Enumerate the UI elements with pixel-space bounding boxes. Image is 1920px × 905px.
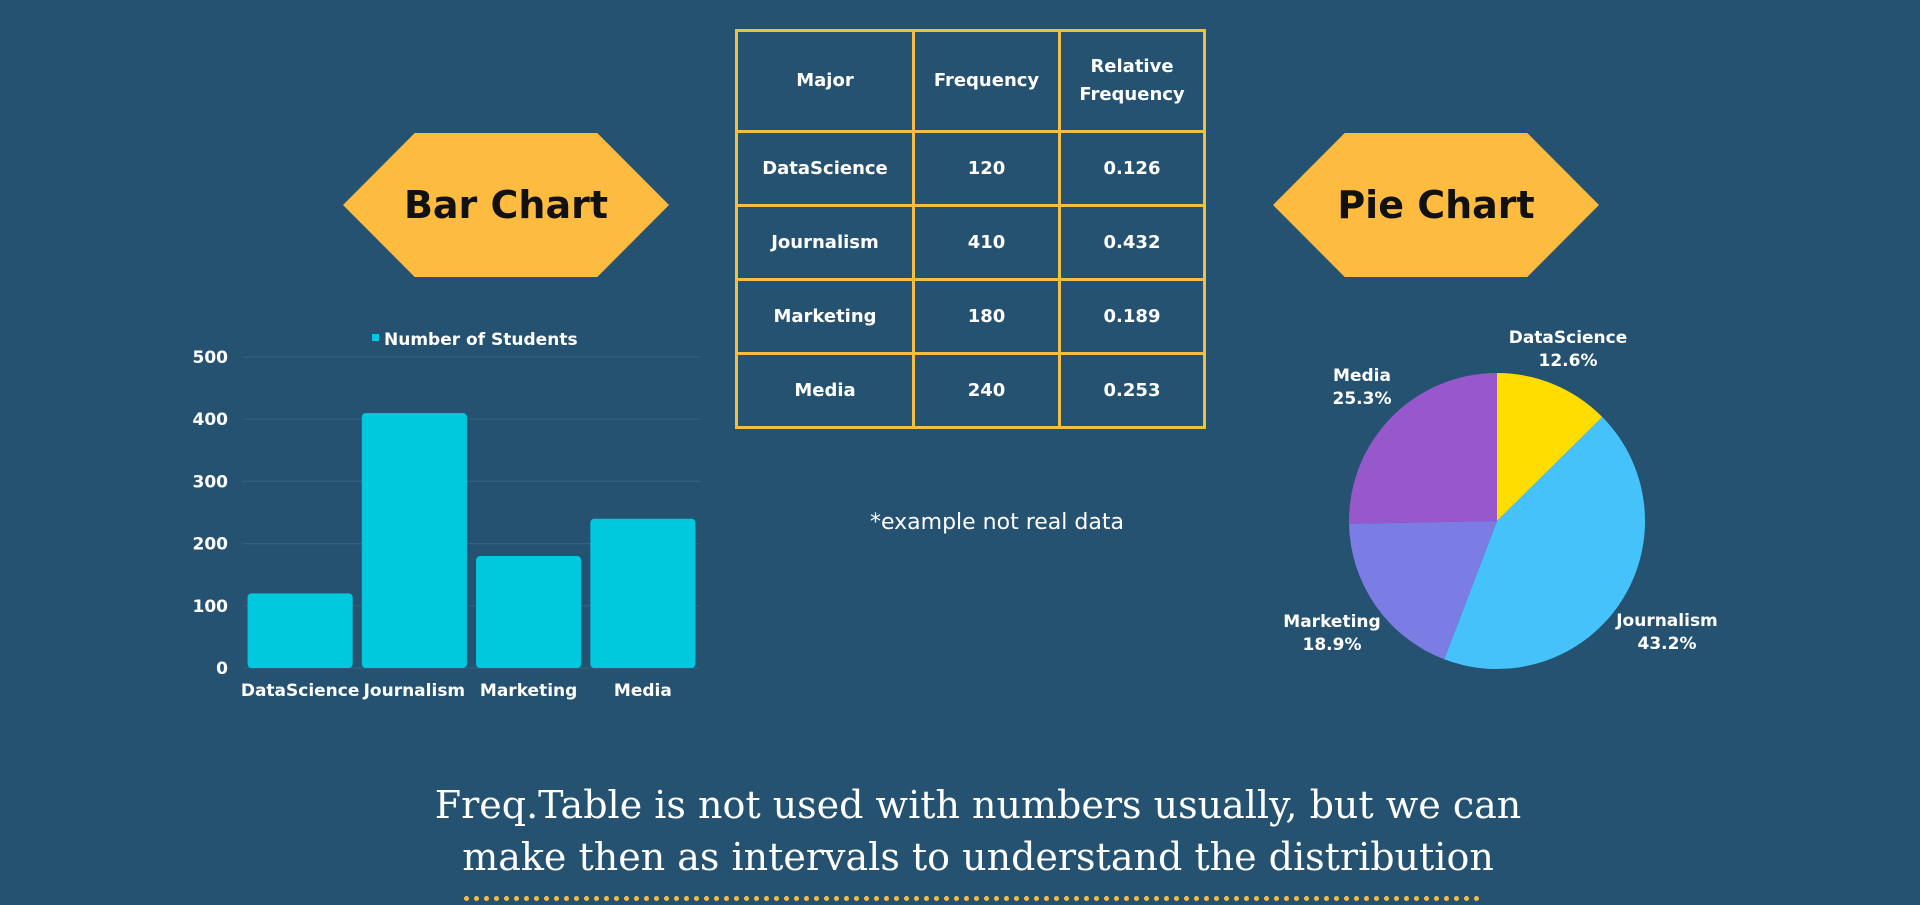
bar-chart-badge: Bar Chart: [343, 133, 669, 277]
cell-major: Marketing: [735, 278, 915, 355]
bar-legend-label: Number of Students: [384, 330, 578, 350]
bar-y-tick-label: 300: [193, 472, 229, 492]
dotted-divider: [464, 896, 1480, 901]
bar-media: [590, 518, 696, 668]
cell-major: Journalism: [735, 204, 915, 281]
bar-chart-badge-label: Bar Chart: [403, 183, 609, 227]
bar-x-tick-label: Marketing: [480, 681, 577, 701]
bar-marketing: [476, 556, 582, 668]
header-major: Major: [735, 29, 915, 133]
pie-label-percent: 12.6%: [1539, 351, 1598, 371]
bar-y-tick-label: 0: [216, 659, 228, 679]
pie-slice-media: [1349, 373, 1497, 524]
caption: Freq.Table is not used with numbers usua…: [420, 779, 1536, 883]
bar-y-tick-label: 200: [193, 535, 229, 555]
pie-slice-marketing: [1349, 521, 1497, 660]
pie-chart-badge: Pie Chart: [1273, 133, 1599, 277]
pie-label-name: Marketing: [1283, 612, 1380, 632]
cell-frequency: 410: [912, 204, 1061, 281]
pie-label-name: DataScience: [1509, 328, 1628, 348]
cell-frequency: 120: [912, 130, 1061, 207]
pie-label-percent: 43.2%: [1638, 634, 1697, 654]
bar-y-tick-label: 100: [193, 597, 229, 617]
cell-relative-frequency: 0.126: [1058, 130, 1206, 207]
pie-label-percent: 25.3%: [1333, 389, 1392, 409]
pie-slice-datascience: [1497, 373, 1603, 521]
table-row: Journalism 410 0.432: [735, 204, 1206, 281]
bar-legend-swatch: [372, 334, 379, 341]
pie-label-name: Journalism: [1615, 611, 1718, 631]
bar-journalism: [361, 412, 467, 668]
bar-y-tick-label: 400: [193, 410, 229, 430]
pie-label-name: Media: [1333, 366, 1391, 386]
cell-major: DataScience: [735, 130, 915, 207]
pie-chart-badge-label: Pie Chart: [1337, 183, 1535, 227]
header-relative-frequency-label: Relative Frequency: [1079, 56, 1185, 105]
caption-line-2: make then as intervals to understand the…: [462, 835, 1494, 879]
cell-relative-frequency: 0.189: [1058, 278, 1206, 355]
cell-major: Media: [735, 352, 915, 429]
example-note: *example not real data: [870, 510, 1124, 535]
cell-frequency: 180: [912, 278, 1061, 355]
bar-x-tick-label: Media: [614, 681, 672, 701]
cell-frequency: 240: [912, 352, 1061, 429]
table-row: DataScience 120 0.126: [735, 130, 1206, 207]
table-row: Marketing 180 0.189: [735, 278, 1206, 355]
bar-y-tick-label: 500: [193, 348, 229, 368]
cell-relative-frequency: 0.432: [1058, 204, 1206, 281]
table-row: Media 240 0.253: [735, 352, 1206, 429]
pie-label-percent: 18.9%: [1303, 635, 1362, 655]
caption-line-1: Freq.Table is not used with numbers usua…: [434, 783, 1522, 827]
bar-datascience: [247, 593, 353, 668]
pie-slice-journalism: [1444, 417, 1645, 669]
cell-relative-frequency: 0.253: [1058, 352, 1206, 429]
bar-x-tick-label: Journalism: [363, 681, 466, 701]
bar-x-tick-label: DataScience: [241, 681, 360, 701]
header-relative-frequency: Relative Frequency: [1058, 29, 1206, 133]
table-header-row: Major Frequency Relative Frequency: [735, 29, 1206, 133]
header-frequency: Frequency: [912, 29, 1061, 133]
frequency-table: Major Frequency Relative Frequency DataS…: [735, 29, 1206, 429]
